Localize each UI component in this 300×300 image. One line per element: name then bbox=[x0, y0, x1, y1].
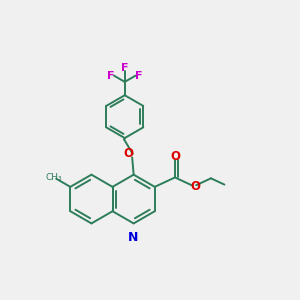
Text: O: O bbox=[170, 149, 180, 163]
Text: F: F bbox=[121, 63, 128, 73]
Text: F: F bbox=[135, 70, 142, 81]
Text: CH₃: CH₃ bbox=[46, 173, 62, 182]
Text: F: F bbox=[107, 70, 115, 81]
Text: N: N bbox=[128, 230, 138, 244]
Text: O: O bbox=[190, 180, 200, 193]
Text: O: O bbox=[123, 147, 133, 160]
